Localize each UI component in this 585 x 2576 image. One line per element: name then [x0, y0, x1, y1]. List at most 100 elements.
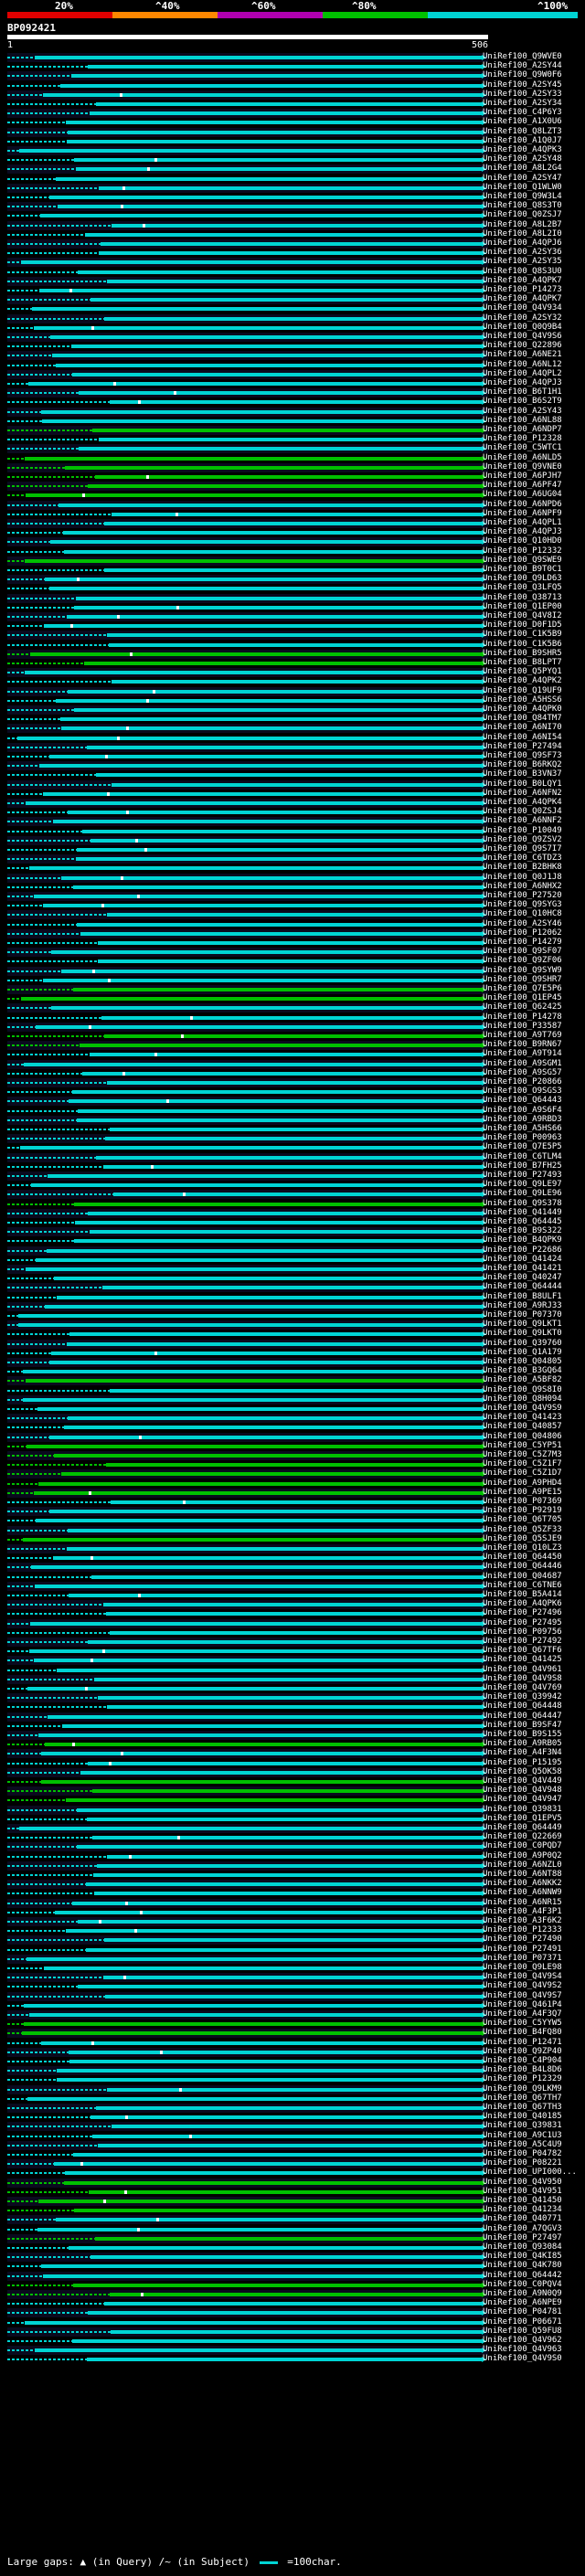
hit-aligned-segment[interactable] [44, 1966, 483, 1970]
hit-aligned-segment[interactable] [77, 1845, 483, 1850]
hit-row[interactable]: UniRef100_Q40857 [0, 1422, 585, 1432]
hit-aligned-segment[interactable] [43, 2274, 483, 2278]
hit-aligned-segment[interactable] [81, 1071, 483, 1076]
hit-aligned-segment[interactable] [73, 2283, 483, 2287]
hit-label[interactable]: UniRef100_A5BF82 [483, 1375, 562, 1385]
hit-row[interactable]: UniRef100_Q9SHR7 [0, 975, 585, 985]
hit-label[interactable]: UniRef100_C6TLM4 [483, 1151, 562, 1161]
hit-row[interactable]: UniRef100_A9S6F4 [0, 1106, 585, 1116]
hit-aligned-segment[interactable] [98, 186, 483, 190]
hit-row[interactable]: UniRef100_B4QPK9 [0, 1235, 585, 1246]
hit-label[interactable]: UniRef100_A4F3P1 [483, 1906, 562, 1916]
hit-label[interactable]: UniRef100_P12328 [483, 434, 562, 444]
hit-aligned-segment[interactable] [67, 130, 483, 134]
hit-label[interactable]: UniRef100_P14278 [483, 1012, 562, 1022]
hit-label[interactable]: UniRef100_Q4V9S0 [483, 2354, 562, 2364]
hit-row[interactable]: UniRef100_A4F3Q7 [0, 2009, 585, 2019]
hit-aligned-segment[interactable] [20, 997, 483, 1002]
hit-aligned-segment[interactable] [92, 2134, 483, 2138]
hit-label[interactable]: UniRef100_C4P6Y3 [483, 108, 562, 118]
hit-label[interactable]: UniRef100_Q41450 [483, 2196, 562, 2205]
hit-label[interactable]: UniRef100_Q8S3U0 [483, 266, 562, 276]
hit-label[interactable]: UniRef100_A4QPL1 [483, 518, 562, 527]
hit-aligned-segment[interactable] [70, 74, 483, 79]
hit-row[interactable]: UniRef100_Q8LZT3 [0, 127, 585, 137]
hit-aligned-segment[interactable] [52, 354, 483, 358]
hit-row[interactable]: UniRef100_Q4V961 [0, 1665, 585, 1675]
hit-aligned-segment[interactable] [98, 1696, 483, 1701]
hit-label[interactable]: UniRef100_P92919 [483, 1506, 562, 1516]
hit-aligned-segment[interactable] [104, 568, 483, 572]
hit-aligned-segment[interactable] [48, 755, 483, 758]
hit-aligned-segment[interactable] [27, 2096, 483, 2101]
hit-row[interactable]: UniRef100_Q64442 [0, 2271, 585, 2281]
hit-label[interactable]: UniRef100_Q64444 [483, 1282, 562, 1292]
hit-aligned-segment[interactable] [76, 857, 483, 862]
hit-aligned-segment[interactable] [19, 1827, 483, 1830]
hit-row[interactable]: UniRef100_P27495 [0, 1618, 585, 1628]
hit-aligned-segment[interactable] [39, 764, 483, 769]
hit-label[interactable]: UniRef100_A4QPK7 [483, 294, 562, 304]
hit-aligned-segment[interactable] [66, 615, 483, 619]
hit-aligned-segment[interactable] [96, 102, 483, 106]
hit-row[interactable]: UniRef100_A8L2I0 [0, 229, 585, 239]
hit-label[interactable]: UniRef100_Q4KI85 [483, 2252, 562, 2262]
hit-row[interactable]: UniRef100_A5C4U9 [0, 2140, 585, 2150]
hit-aligned-segment[interactable] [24, 558, 483, 563]
hit-row[interactable]: UniRef100_Q0ZSJ7 [0, 210, 585, 220]
hit-label[interactable]: UniRef100_Q9S7I7 [483, 844, 562, 853]
hit-aligned-segment[interactable] [55, 698, 483, 703]
hit-label[interactable]: UniRef100_A7QGV3 [483, 2223, 562, 2233]
hit-row[interactable]: UniRef100_B9S155 [0, 1730, 585, 1740]
hit-aligned-segment[interactable] [76, 1118, 483, 1122]
hit-label[interactable]: UniRef100_Q4V9S8 [483, 1673, 562, 1683]
hit-aligned-segment[interactable] [67, 139, 483, 143]
hit-aligned-segment[interactable] [59, 717, 483, 722]
hit-row[interactable]: UniRef100_P07371 [0, 1954, 585, 1964]
hit-label[interactable]: UniRef100_A4QPK0 [483, 705, 562, 714]
hit-aligned-segment[interactable] [87, 2311, 483, 2316]
hit-aligned-segment[interactable] [68, 689, 483, 694]
hit-label[interactable]: UniRef100_A9T914 [483, 1049, 562, 1059]
hit-row[interactable]: UniRef100_P04782 [0, 2149, 585, 2159]
hit-row[interactable]: UniRef100_Q5OK58 [0, 1767, 585, 1777]
hit-row[interactable]: UniRef100_C4P904 [0, 2056, 585, 2066]
hit-aligned-segment[interactable] [23, 1370, 483, 1374]
hit-row[interactable]: UniRef100_Q9S7I7 [0, 844, 585, 854]
hit-aligned-segment[interactable] [42, 791, 483, 796]
hit-aligned-segment[interactable] [84, 662, 483, 665]
hit-row[interactable]: UniRef100_A9T914 [0, 1049, 585, 1059]
hit-row[interactable]: UniRef100_Q4V449 [0, 1776, 585, 1786]
hit-label[interactable]: UniRef100_Q4V9S9 [483, 1404, 562, 1413]
hit-aligned-segment[interactable] [111, 782, 483, 787]
hit-aligned-segment[interactable] [58, 503, 483, 507]
hit-aligned-segment[interactable] [69, 1099, 483, 1104]
hit-aligned-segment[interactable] [87, 745, 483, 749]
hit-label[interactable]: UniRef100_P27496 [483, 1608, 562, 1618]
hit-aligned-segment[interactable] [109, 400, 483, 405]
hit-row[interactable]: UniRef100_B5A414 [0, 1590, 585, 1600]
hit-label[interactable]: UniRef100_Q39942 [483, 1692, 562, 1702]
hit-aligned-segment[interactable] [28, 1649, 483, 1654]
hit-aligned-segment[interactable] [74, 708, 483, 712]
hit-row[interactable]: UniRef100_P12328 [0, 434, 585, 444]
hit-row[interactable]: UniRef100_Q64446 [0, 1562, 585, 1573]
hit-label[interactable]: UniRef100_P07369 [483, 1497, 562, 1506]
hit-label[interactable]: UniRef100_A9RJ33 [483, 1300, 562, 1310]
hit-row[interactable]: UniRef100_P15195 [0, 1758, 585, 1768]
hit-label[interactable]: UniRef100_A4QPK6 [483, 1599, 562, 1609]
hit-label[interactable]: UniRef100_C5YP51 [483, 1440, 562, 1450]
hit-row[interactable]: UniRef100_A6NPD6 [0, 500, 585, 510]
hit-row[interactable]: UniRef100_P12471 [0, 2038, 585, 2048]
hit-label[interactable]: UniRef100_A9C1U3 [483, 2130, 562, 2140]
hit-aligned-segment[interactable] [88, 1761, 483, 1765]
hit-aligned-segment[interactable] [73, 1239, 483, 1244]
hit-label[interactable]: UniRef100_A9SG57 [483, 1067, 562, 1077]
hit-label[interactable]: UniRef100_A9PHD4 [483, 1478, 562, 1488]
hit-row[interactable]: UniRef100_Q41421 [0, 1264, 585, 1274]
hit-aligned-segment[interactable] [34, 56, 483, 59]
hit-row[interactable]: UniRef100_P27496 [0, 1608, 585, 1618]
hit-aligned-segment[interactable] [78, 391, 483, 396]
hit-aligned-segment[interactable] [90, 298, 483, 302]
hit-row[interactable]: UniRef100_A2SY43 [0, 407, 585, 417]
